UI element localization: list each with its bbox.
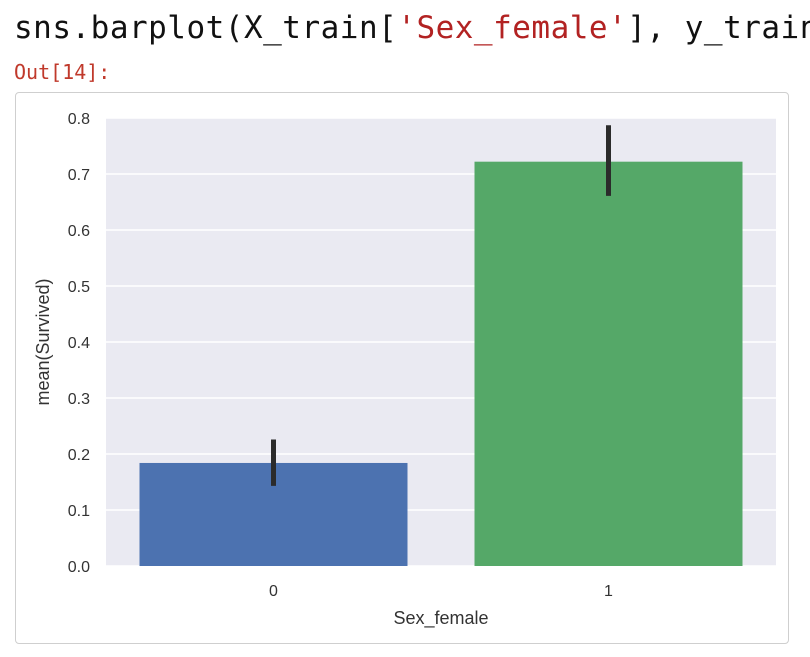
- y-tick-label: 0.5: [68, 279, 90, 296]
- x-axis-label: Sex_female: [393, 608, 488, 629]
- x-tick-label: 0: [269, 583, 278, 600]
- code-string-literal: 'Sex_female': [397, 10, 628, 46]
- bars: [139, 161, 743, 566]
- bar-1: [474, 161, 743, 566]
- y-tick-labels: 0.0 0.1 0.2 0.3 0.4 0.5 0.6 0.7 0.8: [68, 111, 90, 576]
- code-prefix: sns.barplot(X_train[: [14, 10, 398, 46]
- code-cell-input[interactable]: sns.barplot(X_train['Sex_female'], y_tra…: [14, 6, 810, 50]
- y-tick-label: 0.7: [68, 167, 90, 184]
- y-tick-label: 0.8: [68, 111, 90, 128]
- y-tick-label: 0.1: [68, 503, 90, 520]
- y-tick-label: 0.3: [68, 391, 90, 408]
- x-tick-label: 1: [604, 583, 613, 600]
- y-tick-label: 0.2: [68, 447, 90, 464]
- error-bars: [271, 125, 611, 486]
- y-tick-label: 0.0: [68, 559, 90, 576]
- y-tick-label: 0.4: [68, 335, 90, 352]
- y-axis-label: mean(Survived): [33, 278, 53, 405]
- code-suffix: ], y_train): [627, 10, 810, 46]
- output-prompt: Out[14]:: [14, 60, 111, 84]
- y-tick-label: 0.6: [68, 223, 90, 240]
